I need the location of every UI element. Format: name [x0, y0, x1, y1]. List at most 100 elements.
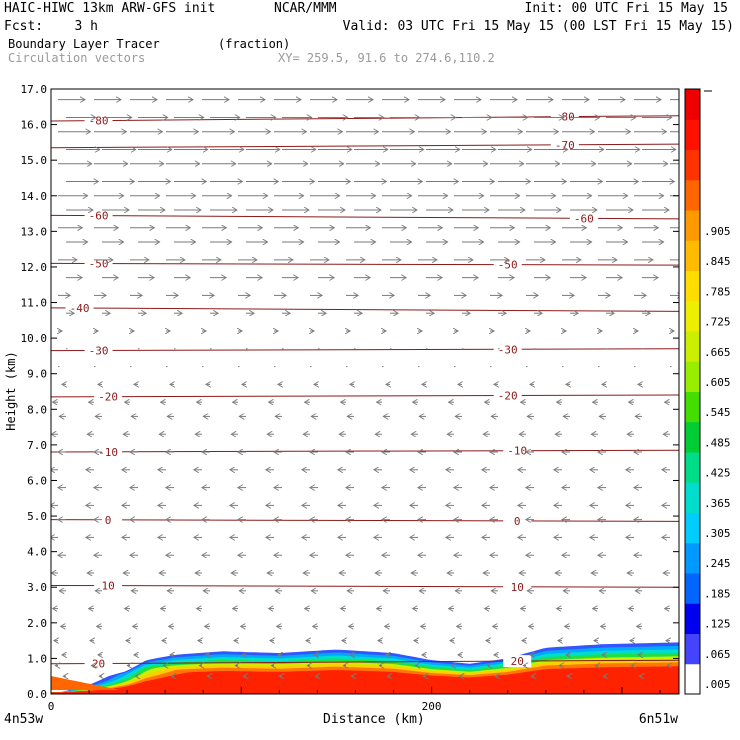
y-tick-label: 6.0	[27, 474, 47, 487]
contour-line	[51, 659, 679, 665]
contour-line	[51, 584, 679, 588]
colorbar-swatch	[685, 331, 700, 362]
y-tick-label: 15.0	[21, 154, 48, 167]
contour-line	[51, 348, 679, 352]
field-units: (fraction)	[218, 37, 291, 51]
contour-label: -30	[498, 343, 518, 356]
contour-label: -80	[89, 115, 109, 128]
colorbar-swatch	[685, 512, 700, 544]
colorbar-swatch	[685, 603, 700, 634]
x-tick-label: 200	[422, 700, 442, 713]
colorbar-swatch	[685, 300, 700, 332]
colorbar-swatch	[685, 179, 700, 211]
contour-label: 0	[514, 515, 521, 528]
colorbar-swatch	[685, 210, 700, 241]
contour-line	[51, 394, 679, 398]
y-tick-label: 12.0	[21, 261, 48, 274]
y-tick-label: 13.0	[21, 225, 48, 238]
plot-frame	[50, 88, 680, 695]
colorbar-swatch	[685, 573, 700, 604]
colorbar-label: .545	[704, 406, 731, 419]
x-axis-label: Distance (km)	[323, 712, 425, 727]
y-tick-label: 5.0	[27, 510, 47, 523]
contour-label-bg	[503, 514, 532, 527]
colorbar-swatch	[685, 542, 700, 574]
contour-label-bg	[550, 110, 579, 123]
y-tick-label: 11.0	[21, 297, 48, 310]
colorbar-label: .845	[704, 255, 731, 268]
contour-label-bg	[493, 343, 522, 356]
contour-label-bg	[84, 344, 113, 357]
colorbar: .005 .065 .125 .185 .245 .305 .365 .425 .485 .545…	[684, 88, 731, 695]
contour-label: -10	[507, 445, 527, 458]
end-location: 6n51w	[638, 712, 678, 727]
colorbar-label: .305	[704, 527, 731, 540]
contour-label: 20	[511, 655, 524, 668]
colorbar-label: .725	[704, 316, 731, 329]
colorbar-label: .245	[704, 557, 731, 570]
x-tick-label: 0	[48, 700, 55, 713]
colorbar-swatch	[685, 240, 700, 271]
contour-label-bg	[493, 389, 522, 402]
contour-line	[51, 449, 679, 453]
contour-label: -10	[98, 446, 118, 459]
field-name: Boundary Layer Tracer	[8, 37, 160, 51]
y-tick-label: 8.0	[27, 403, 47, 416]
colorbar-swatch	[685, 663, 700, 695]
colorbar-label: .065	[704, 648, 731, 661]
y-axis-label: Height (km)	[4, 351, 18, 430]
colorbar-label: .425	[704, 467, 731, 480]
contour-label: -70	[555, 139, 575, 152]
contour-label-bg	[84, 257, 113, 270]
contour-label-bg	[94, 579, 123, 592]
y-tick-label: 2.0	[27, 617, 47, 630]
colorbar-swatch	[685, 391, 700, 423]
forecast-hour: Fcst: 3 h	[4, 19, 98, 34]
temperature-contours: -80 -80-70-60 -60-50 -50-40-30 -30-20 -20-10-…	[51, 110, 679, 670]
y-tick-label: 10.0	[21, 332, 48, 345]
colorbar-swatch	[685, 89, 700, 120]
contour-label-bg	[94, 445, 123, 458]
contour-label: -20	[498, 390, 518, 403]
contour-label: -20	[98, 391, 118, 404]
contour-label-bg	[493, 258, 522, 271]
contour-label: -60	[89, 210, 109, 223]
colorbar-swatch	[685, 633, 700, 665]
init-time: Init: 00 UTC Fri 15 May 15	[524, 1, 729, 16]
y-tick-label: 16.0	[21, 119, 48, 132]
cross-section-xy: XY= 259.5, 91.6 to 274.6,110.2	[278, 51, 495, 65]
contour-label: -30	[89, 344, 109, 357]
y-tick-label: 9.0	[27, 368, 47, 381]
tracer-band	[51, 676, 120, 690]
contour-line	[51, 115, 679, 122]
contour-label-bg	[550, 138, 579, 151]
colorbar-label: .365	[704, 497, 731, 510]
colorbar-label: .605	[704, 376, 731, 389]
contour-label: 0	[105, 514, 112, 527]
colorbar-label: .665	[704, 346, 731, 359]
y-tick-label: 4.0	[27, 546, 47, 559]
contour-line	[51, 519, 679, 522]
contour-label: -50	[498, 259, 518, 272]
colorbar-label: .125	[704, 618, 731, 631]
contour-label: -60	[574, 212, 594, 225]
model-title: HAIC-HIWC 13km ARW-GFS init	[4, 1, 216, 16]
colorbar-swatch	[685, 361, 700, 392]
contour-label: 10	[101, 580, 114, 593]
colorbar-label: .485	[704, 436, 731, 449]
colorbar-label: .905	[704, 225, 731, 238]
contour-label-bg	[569, 212, 598, 225]
contour-label-bg	[503, 580, 532, 593]
colorbar-label: .005	[704, 678, 731, 691]
vector-label: Circulation vectors	[8, 51, 146, 65]
y-tick-label: 3.0	[27, 581, 47, 594]
contour-line	[51, 307, 679, 312]
colorbar-swatch	[685, 119, 700, 150]
contour-label: 10	[511, 581, 524, 594]
colorbar-swatch	[685, 452, 700, 483]
colorbar-label: .785	[704, 285, 731, 298]
contour-line	[51, 143, 679, 149]
colorbar-swatch	[685, 421, 700, 453]
